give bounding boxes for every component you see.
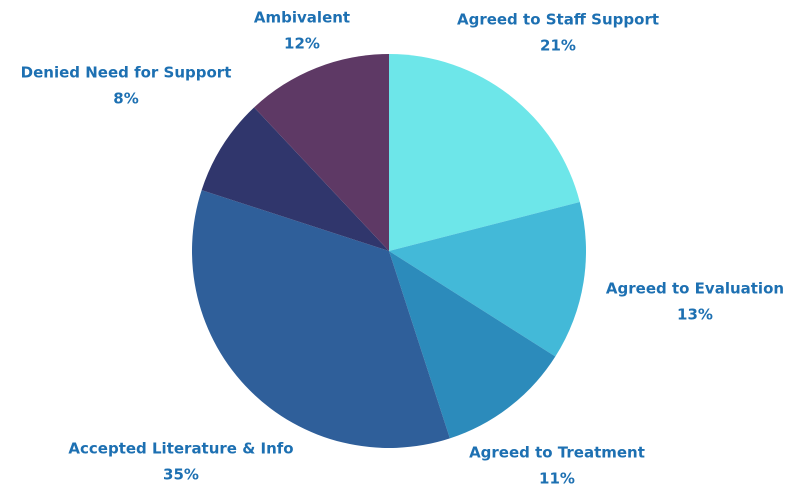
slice-value-label: 8% <box>113 90 138 108</box>
slice-value-label: 12% <box>284 35 320 53</box>
slice-label: Ambivalent <box>254 9 350 27</box>
pie-slice <box>389 54 580 251</box>
slice-label: Agreed to Staff Support <box>457 11 659 29</box>
pie-slice <box>201 107 389 251</box>
slice-label: Denied Need for Support <box>21 64 232 82</box>
pie-slice <box>254 54 389 251</box>
slice-value-label: 21% <box>540 37 576 55</box>
slice-value-label: 11% <box>539 470 575 487</box>
pie-slice <box>191 190 450 448</box>
pie-slice <box>389 251 556 439</box>
pie-slice <box>389 202 587 357</box>
slice-label: Agreed to Treatment <box>469 444 645 462</box>
slice-value-label: 13% <box>677 306 713 324</box>
slice-label: Accepted Literature & Info <box>68 440 293 458</box>
slice-label: Agreed to Evaluation <box>606 280 784 298</box>
slice-value-label: 35% <box>163 466 199 484</box>
